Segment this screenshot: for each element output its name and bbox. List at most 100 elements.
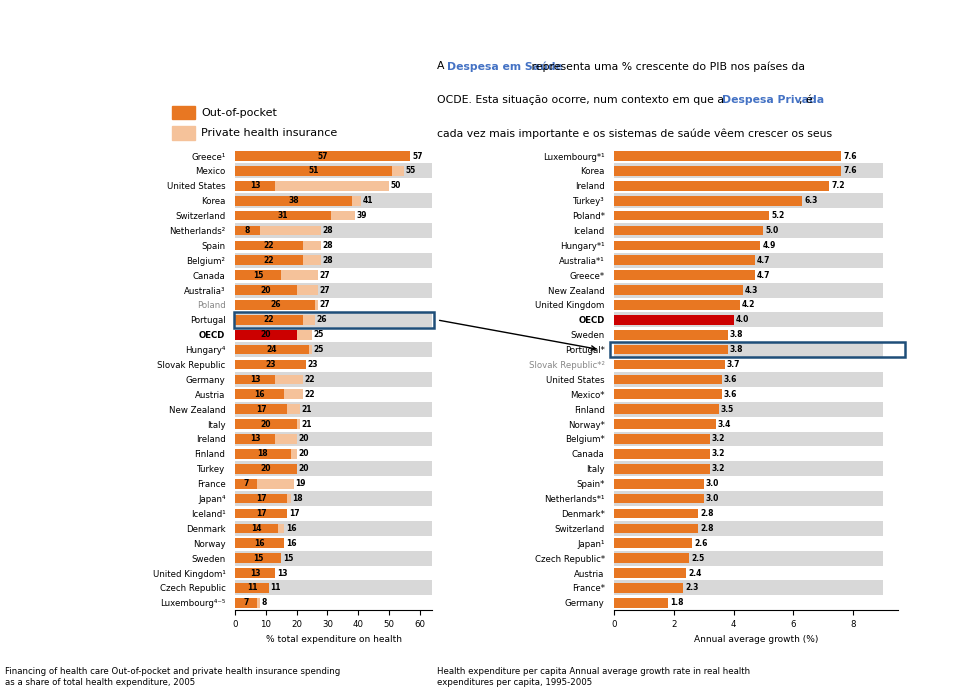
Text: 3.2: 3.2 [712, 464, 725, 473]
Text: 17: 17 [289, 509, 300, 518]
Bar [614, 178, 882, 193]
Bar [614, 211, 769, 220]
Bar [235, 164, 435, 178]
Text: 6.3: 6.3 [804, 196, 818, 205]
Bar [614, 539, 692, 548]
Bar [276, 374, 302, 385]
Bar [172, 107, 196, 120]
Bar [235, 389, 284, 399]
Text: 7: 7 [243, 479, 249, 488]
Bar [235, 402, 435, 417]
Bar [235, 315, 302, 325]
Bar [614, 508, 698, 518]
Text: 7.2: 7.2 [831, 182, 845, 191]
Bar [235, 550, 435, 566]
Bar [614, 193, 882, 208]
Bar [235, 193, 435, 208]
Text: 4.3: 4.3 [745, 286, 758, 294]
Bar [614, 550, 882, 566]
Bar [392, 166, 404, 176]
Bar [330, 211, 355, 220]
Text: 13: 13 [276, 568, 287, 577]
Text: 3.7: 3.7 [727, 360, 740, 369]
Text: 4.9: 4.9 [762, 241, 776, 250]
Bar [614, 389, 722, 399]
Bar [235, 342, 435, 357]
Text: 3.6: 3.6 [724, 390, 737, 399]
Bar [614, 595, 882, 610]
Text: 2.6: 2.6 [694, 539, 708, 548]
Bar [235, 479, 256, 488]
Bar [287, 405, 300, 414]
Bar [235, 566, 435, 581]
Bar [614, 327, 882, 342]
Text: 24: 24 [267, 345, 277, 354]
Bar [614, 164, 882, 178]
Text: 16: 16 [254, 539, 265, 548]
Bar [235, 297, 435, 312]
Bar [614, 286, 743, 295]
Bar [235, 300, 315, 310]
Bar [235, 419, 297, 429]
Bar [235, 447, 435, 462]
Text: 21: 21 [301, 420, 312, 429]
Text: 38: 38 [288, 196, 299, 205]
Bar [614, 345, 728, 354]
Bar [297, 330, 312, 340]
Text: 3.0: 3.0 [706, 479, 719, 488]
Bar [235, 241, 302, 250]
Text: 7: 7 [243, 599, 249, 608]
Bar [614, 300, 739, 310]
Text: 25: 25 [314, 345, 324, 354]
Bar [281, 270, 318, 280]
Bar [235, 464, 297, 473]
Bar [614, 149, 882, 164]
Bar [614, 583, 683, 593]
Bar [235, 286, 297, 295]
Text: 4.7: 4.7 [756, 256, 770, 265]
Bar [235, 357, 435, 372]
Text: 20: 20 [261, 420, 271, 429]
Text: 11: 11 [271, 583, 281, 592]
Text: Health expenditure per capita Annual average growth rate in real health
expendit: Health expenditure per capita Annual ave… [437, 667, 750, 687]
Text: 3.0: 3.0 [706, 494, 719, 503]
Bar [614, 462, 882, 476]
Text: 3.5: 3.5 [721, 405, 734, 413]
Text: 7.6: 7.6 [843, 166, 856, 175]
Bar [235, 327, 435, 342]
Bar [235, 226, 260, 235]
Text: 26: 26 [270, 301, 280, 310]
Bar [614, 598, 668, 608]
Bar [235, 166, 392, 176]
Bar [235, 181, 276, 191]
Bar [235, 491, 435, 506]
Bar [235, 268, 435, 283]
Text: 20: 20 [299, 435, 309, 444]
Bar [614, 491, 882, 506]
Bar [302, 315, 315, 325]
Bar [297, 286, 318, 295]
Bar [235, 312, 435, 327]
Text: 13: 13 [250, 568, 260, 577]
Text: 7.6: 7.6 [843, 151, 856, 160]
Text: 23: 23 [307, 360, 318, 369]
Text: 5.0: 5.0 [765, 226, 779, 235]
Bar [614, 297, 882, 312]
Text: Out-of-pocket: Out-of-pocket [202, 108, 277, 118]
Bar [278, 524, 284, 533]
Text: 21: 21 [301, 405, 312, 413]
Bar [352, 196, 361, 206]
Bar [235, 539, 284, 548]
Text: 27: 27 [320, 286, 330, 294]
Bar [302, 241, 322, 250]
Text: 15: 15 [283, 554, 293, 563]
Text: 55: 55 [406, 166, 416, 175]
Bar [614, 270, 755, 280]
Bar [614, 417, 882, 431]
Text: 23: 23 [265, 360, 276, 369]
Text: A: A [437, 61, 447, 71]
Bar [614, 312, 882, 327]
Bar [315, 300, 318, 310]
Bar [614, 431, 882, 447]
Bar [614, 479, 704, 488]
